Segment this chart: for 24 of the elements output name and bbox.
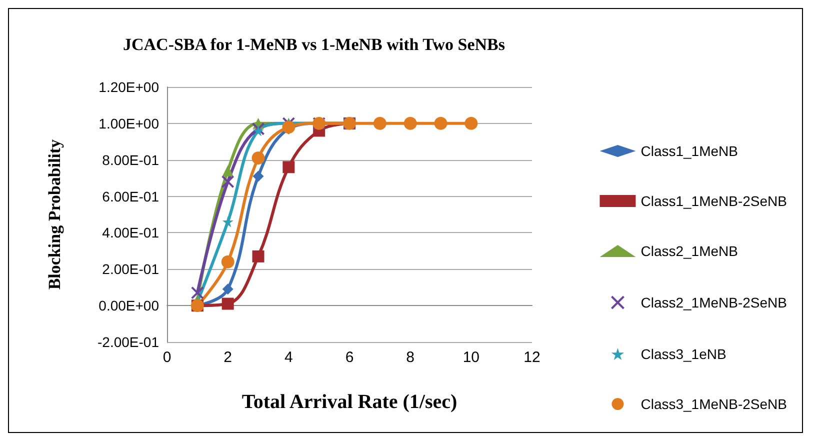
y-tick-label: 2.00E-01 bbox=[102, 261, 160, 278]
x-tick-label: 8 bbox=[406, 349, 415, 366]
y-tick-label: -2.00E-01 bbox=[98, 334, 160, 350]
legend-label: Class1_1MeNB bbox=[640, 143, 738, 159]
chart-title: JCAC-SBA for 1-MeNB vs 1-MeNB with Two SeNBs bbox=[122, 35, 506, 54]
y-tick-label: 4.00E-01 bbox=[102, 224, 160, 241]
y-tick-label: 1.00E+00 bbox=[98, 115, 160, 132]
x-tick-label: 2 bbox=[224, 349, 232, 366]
y-tick-label: 8.00E-01 bbox=[102, 152, 160, 168]
x-axis-title: Total Arrival Rate (1/sec) bbox=[242, 391, 458, 413]
x-tick-label: 4 bbox=[284, 349, 293, 366]
x-tick-label: 6 bbox=[345, 349, 354, 366]
legend-label: Class3_1MeNB-2SeNB bbox=[640, 396, 788, 412]
y-axis-title: Blocking Probability bbox=[45, 138, 64, 290]
y-tick-label: 6.00E-01 bbox=[102, 188, 160, 204]
x-tick-label: 12 bbox=[524, 349, 540, 366]
y-tick-label: 1.20E+00 bbox=[98, 79, 160, 95]
x-tick-label: 10 bbox=[462, 349, 480, 366]
y-tick-label: 0.00E+00 bbox=[98, 298, 160, 314]
legend-label: Class3_1eNB bbox=[640, 346, 726, 362]
legend-label: Class2_1MeNB-2SeNB bbox=[640, 294, 788, 310]
legend-label: Class1_1MeNB-2SeNB bbox=[640, 193, 788, 209]
legend-label: Class2_1MeNB bbox=[640, 243, 738, 259]
x-tick-label: 0 bbox=[162, 349, 172, 366]
